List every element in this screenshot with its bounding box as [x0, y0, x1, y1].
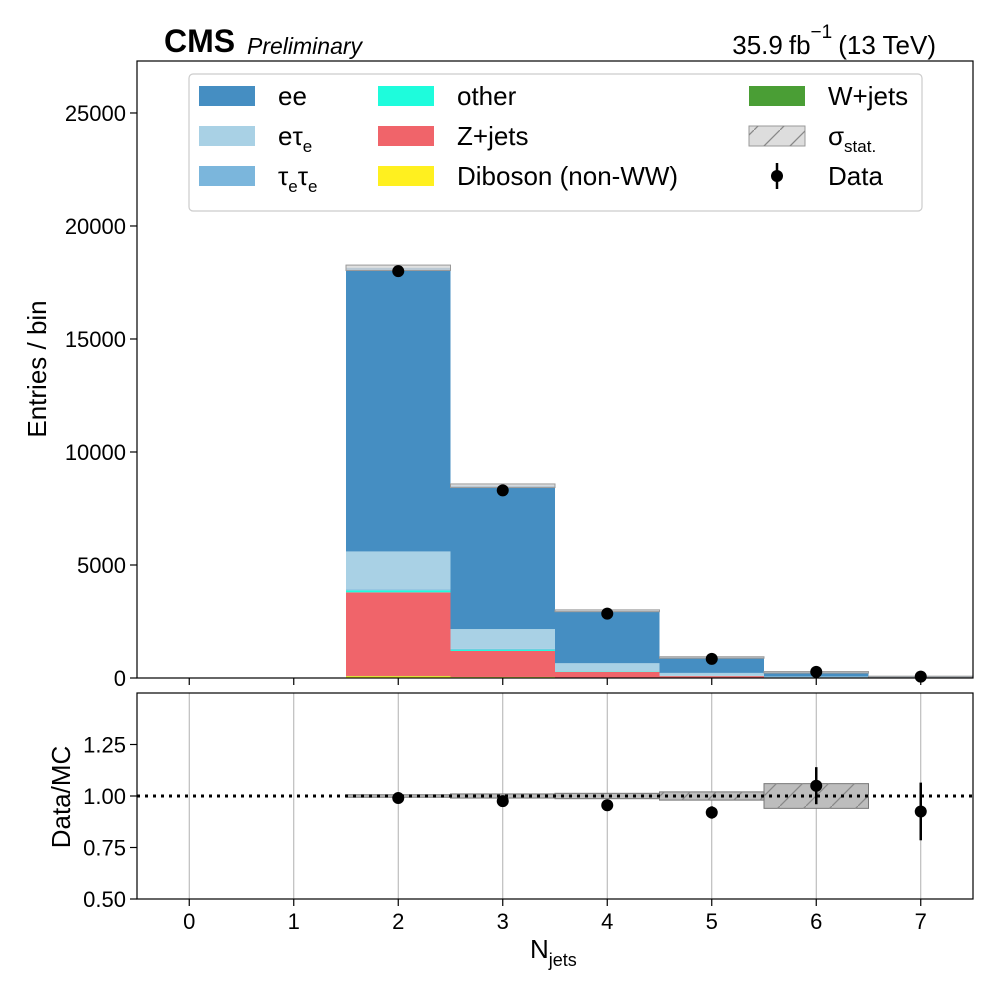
bar-segment	[346, 267, 451, 552]
x-tick-label: 5	[706, 909, 718, 934]
legend-swatch	[199, 126, 255, 146]
bar-segment	[659, 672, 764, 676]
bar-segment	[346, 551, 451, 590]
ratio-point	[914, 805, 927, 818]
y-tick-label: 0	[114, 666, 126, 691]
bar-segment	[555, 663, 660, 672]
ratio-y-tick-label: 1.25	[83, 733, 126, 758]
data-point	[496, 484, 509, 497]
legend-label: ee	[278, 81, 307, 111]
legend-label: eτe	[278, 121, 312, 156]
bar-segment	[346, 589, 451, 591]
ratio-point	[705, 806, 718, 819]
legend-frame	[188, 73, 923, 212]
x-tick-label: 6	[810, 909, 822, 934]
legend-label: Data	[828, 161, 883, 191]
ratio-frame	[136, 692, 974, 900]
ratio-panel: 0.50 0.75 1.00 1.25 0 1 2 3 4 5 6 7 Data/MC Njets	[46, 692, 974, 970]
ratio-points	[392, 767, 927, 841]
x-tick-label: 3	[497, 909, 509, 934]
y-tick-label: 20000	[65, 214, 126, 239]
legend-swatch	[378, 166, 434, 186]
x-tick-label: 7	[915, 909, 927, 934]
legend-label: Diboson (non-WW)	[457, 161, 678, 191]
bar-segment	[346, 590, 451, 593]
main-y-axis-label: Entries / bin	[22, 300, 52, 437]
legend-data-marker	[771, 170, 783, 182]
y-tick-label: 10000	[65, 440, 126, 465]
x-tick-label: 1	[288, 909, 300, 934]
data-point	[914, 670, 927, 683]
ratio-y-tick-label: 0.75	[83, 836, 126, 861]
ratio-y-ticks: 0.50 0.75 1.00 1.25	[83, 733, 137, 912]
ratio-y-axis-label: Data/MC	[46, 746, 76, 849]
ratio-point	[810, 779, 823, 792]
data-point	[705, 652, 718, 665]
legend-swatch-hatch-lines	[749, 126, 805, 146]
bar-segment	[555, 671, 660, 678]
ratio-point	[496, 795, 509, 808]
legend-swatch	[199, 166, 255, 186]
status-label: Preliminary	[247, 33, 364, 59]
legend-label: τeτe	[278, 161, 318, 196]
ratio-point	[392, 792, 405, 805]
data-point	[601, 607, 614, 620]
data-point	[392, 265, 405, 278]
ratio-y-tick-label: 0.50	[83, 887, 126, 912]
y-tick-label: 5000	[77, 553, 126, 578]
main-y-ticks: 0 5000 10000 15000 20000 25000	[65, 101, 137, 691]
lumi-unit: fb	[789, 30, 811, 60]
legend-swatch	[749, 86, 805, 106]
legend-swatch	[378, 86, 434, 106]
bar-segment	[346, 676, 451, 678]
legend-swatch	[378, 126, 434, 146]
lumi-label: 35.9 fb−1 (13 TeV)	[732, 22, 936, 60]
data-points	[392, 265, 927, 683]
bar-segment	[450, 629, 555, 649]
experiment-label: CMS	[164, 23, 235, 59]
ratio-x-ticks: 0 1 2 3 4 5 6 7	[183, 899, 927, 934]
legend-label: σstat.	[828, 121, 876, 156]
bar-segment	[659, 676, 764, 678]
y-tick-label: 25000	[65, 101, 126, 126]
data-point	[810, 665, 823, 678]
main-frame	[136, 60, 974, 679]
bar-segment	[346, 592, 451, 676]
bar-segment	[450, 650, 555, 677]
y-tick-label: 15000	[65, 327, 126, 352]
x-tick-label: 2	[392, 909, 404, 934]
bar-segment	[659, 657, 764, 673]
energy-label: (13 TeV)	[838, 30, 936, 60]
bar-segment	[450, 648, 555, 650]
ratio-point	[601, 799, 614, 812]
lumi-exponent: −1	[811, 22, 833, 43]
x-tick-label: 0	[183, 909, 195, 934]
lumi-value: 35.9	[732, 30, 783, 60]
ratio-band-hatch	[659, 791, 764, 801]
bar-segment	[450, 485, 555, 630]
legend-label: other	[457, 81, 517, 111]
x-axis-label: Njets	[530, 934, 577, 970]
x-tick-label: 4	[601, 909, 613, 934]
legend-swatch	[199, 86, 255, 106]
legend: ee eτe τeτe other Z+jets Diboson (non-WW) W+je…	[188, 73, 923, 212]
ratio-y-tick-label: 1.00	[83, 784, 126, 809]
legend-label: W+jets	[828, 81, 908, 111]
legend-label: Z+jets	[457, 121, 529, 151]
bar-segment	[450, 649, 555, 651]
stack-bars	[346, 267, 973, 678]
main-x-ticks	[188, 678, 922, 685]
